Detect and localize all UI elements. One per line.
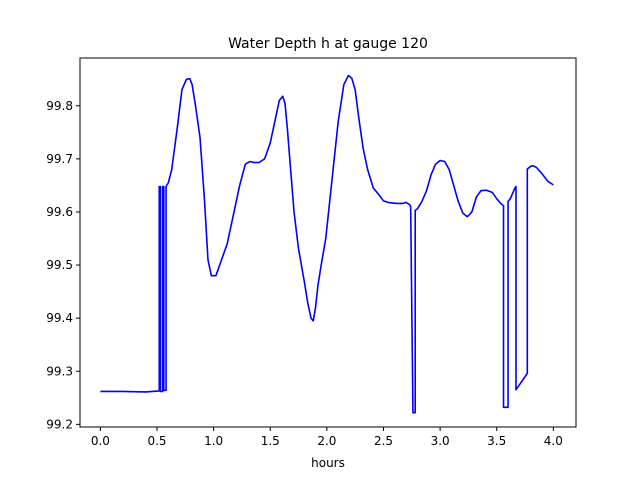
x-axis-label: hours	[311, 456, 345, 470]
x-tick-label: 3.0	[431, 434, 450, 448]
series-layer	[100, 74, 554, 414]
y-axis-ticks: 99.2 99.3 99.4 99.5 99.6 99.7 99.8	[46, 99, 80, 431]
x-tick-label: 1.5	[261, 434, 280, 448]
plot-area	[79, 57, 577, 428]
axes-frame	[79, 57, 577, 428]
y-tick-label: 99.3	[46, 364, 73, 378]
x-tick-label: 3.5	[487, 434, 506, 448]
y-tick-label: 99.6	[46, 205, 73, 219]
x-tick-label: 2.5	[374, 434, 393, 448]
chart-title: Water Depth h at gauge 120	[228, 36, 428, 52]
x-tick-label: 0.0	[91, 434, 110, 448]
x-tick-label: 2.0	[317, 434, 336, 448]
y-tick-label: 99.8	[46, 99, 73, 113]
y-tick-label: 99.7	[46, 152, 73, 166]
y-tick-label: 99.5	[46, 258, 73, 272]
y-tick-label: 99.2	[46, 417, 73, 431]
series-line-0	[100, 74, 554, 414]
x-tick-label: 1.0	[204, 434, 223, 448]
y-tick-label: 99.4	[46, 311, 73, 325]
x-axis-ticks: 0.0 0.5 1.0 1.5 2.0 2.5 3.0 3.5 4.0	[91, 427, 563, 448]
x-tick-label: 4.0	[544, 434, 563, 448]
x-tick-label: 0.5	[147, 434, 166, 448]
